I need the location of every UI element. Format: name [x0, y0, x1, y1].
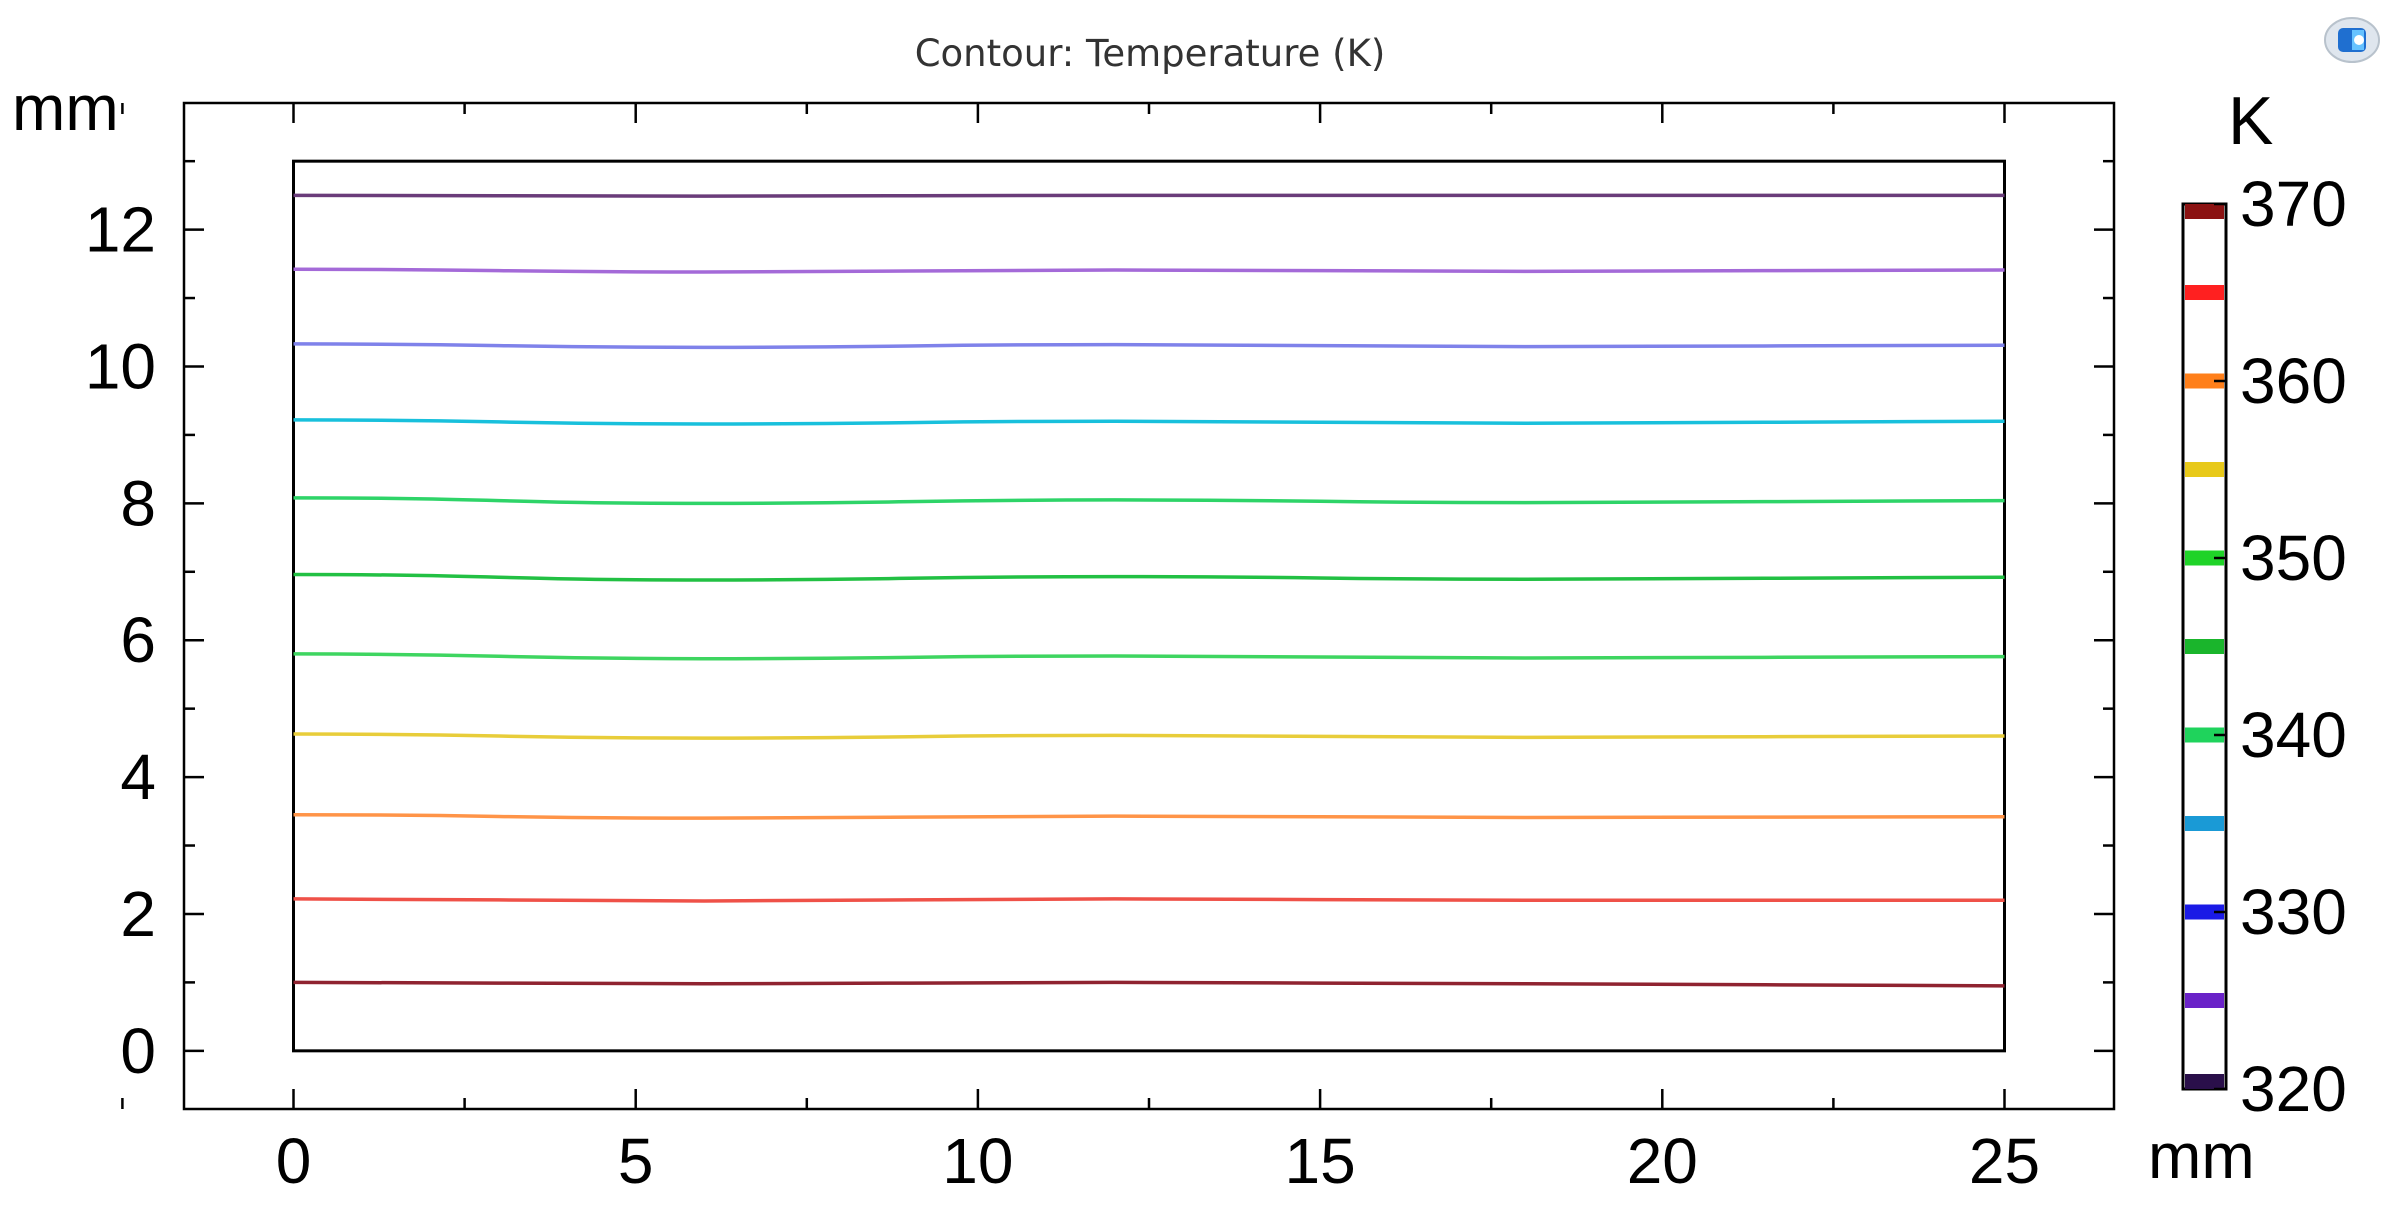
colorbar-swatch: [2185, 204, 2224, 219]
contour-line: [293, 496, 2005, 506]
colorbar-unit-label: K: [2228, 83, 2273, 159]
y-tick-label: 0: [120, 1015, 156, 1087]
contour-line: [293, 652, 2005, 661]
contour-line: [293, 897, 2005, 903]
axes-frame: [182, 101, 2116, 1111]
colorbar-swatch: [2185, 462, 2224, 477]
colorbar-tick-label: 340: [2240, 699, 2347, 771]
app-logo-icon: [2324, 17, 2380, 63]
y-tick-label: 8: [120, 467, 156, 539]
contour-line: [293, 812, 2005, 820]
geometry-boundary: [292, 159, 2006, 1053]
contour-line: [293, 418, 2005, 426]
contour-line: [293, 342, 2005, 350]
x-tick-label: 25: [1969, 1125, 2040, 1197]
y-tick-label: 10: [85, 330, 156, 402]
colorbar-swatch: [2185, 285, 2224, 300]
contour-line: [293, 267, 2005, 274]
colorbar-swatch: [2185, 1074, 2224, 1089]
colorbar-tick-label: 330: [2240, 876, 2347, 948]
x-unit-label: mm: [2148, 1120, 2255, 1192]
y-tick-label: 4: [120, 741, 156, 813]
y-unit-label: mm: [12, 72, 119, 144]
colorbar-tick-label: 320: [2240, 1053, 2347, 1125]
y-tick-label: 2: [120, 878, 156, 950]
y-tick-label: 12: [85, 194, 156, 266]
colorbar-tick-label: 360: [2240, 345, 2347, 417]
colorbar-swatch: [2185, 550, 2224, 566]
colorbar-swatch: [2185, 639, 2224, 654]
colorbar-swatch: [2185, 816, 2224, 831]
contour-line: [293, 193, 2005, 198]
contour-line: [293, 572, 2005, 582]
colorbar-tick-label: 370: [2240, 168, 2347, 240]
colorbar-swatch: [2185, 727, 2224, 743]
contour-line: [293, 732, 2005, 740]
colorbar-swatch: [2185, 904, 2224, 920]
chart-title: Contour: Temperature (K): [914, 32, 1386, 75]
x-tick-label: 0: [276, 1125, 312, 1197]
colorbar-tick-label: 350: [2240, 522, 2347, 594]
x-tick-label: 5: [618, 1125, 654, 1197]
y-tick-label: 6: [120, 604, 156, 676]
x-tick-label: 20: [1627, 1125, 1698, 1197]
colorbar-swatch: [2185, 993, 2224, 1008]
contour-line: [293, 980, 2005, 988]
colorbar-swatch: [2185, 373, 2224, 389]
x-tick-label: 10: [942, 1125, 1013, 1197]
x-tick-label: 15: [1285, 1125, 1356, 1197]
